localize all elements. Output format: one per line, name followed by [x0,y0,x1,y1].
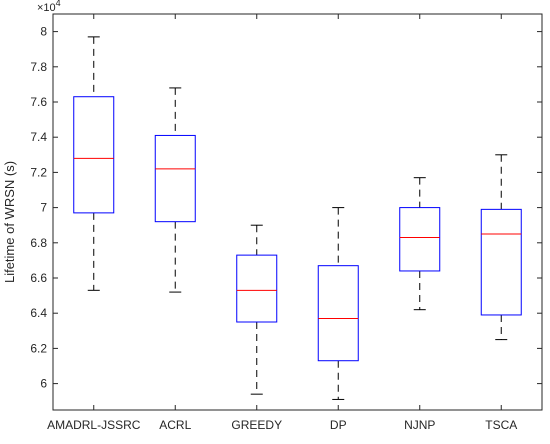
box-tsca [480,154,522,341]
plot-area-border [52,13,543,411]
y-tick-label: 7.2 [30,165,47,179]
y-tick-label: 7.8 [30,60,47,74]
y-tick-label: 7.6 [30,95,47,109]
y-axis: 6 6.2 6.4 6.6 6.8 7 7.2 7.4 7.6 7.8 8 [30,25,542,391]
y-tick-label: 6.4 [30,306,47,320]
y-tick-label: 6.2 [30,341,47,355]
y-tick-label: 7 [40,201,47,215]
box-greedy [236,224,278,395]
y-tick-label: 7.4 [30,130,47,144]
x-tick-label: GREEDY [231,418,282,432]
y-tick-label: 6.6 [30,271,47,285]
y-axis-title: Lifetime of WRSN (s) [2,161,17,283]
iqr-box [236,254,278,323]
iqr-box [154,134,196,223]
iqr-box [399,207,441,272]
box-dp [317,207,359,400]
x-tick-label: TSCA [485,418,517,432]
box-amadrl-jssrc [73,36,115,291]
x-tick-label: AMADRL-JSSRC [47,418,141,432]
iqr-box [73,96,115,214]
y-tick-label: 6 [40,377,47,391]
iqr-box [480,208,522,316]
y-tick-label: 8 [40,25,47,39]
x-axis: AMADRL-JSSRC ACRL GREEDY DP NJNP TSCA [47,14,517,432]
y-exponent-label: ×104 [37,0,61,14]
y-tick-label: 6.8 [30,236,47,250]
x-tick-label: ACRL [159,418,191,432]
box-njnp [399,177,441,311]
box-acrl [154,87,196,293]
box-series [73,36,522,400]
y-exponent-power: 4 [56,0,61,8]
x-tick-label: NJNP [404,418,435,432]
iqr-box [317,265,359,362]
x-tick-label: DP [330,418,347,432]
